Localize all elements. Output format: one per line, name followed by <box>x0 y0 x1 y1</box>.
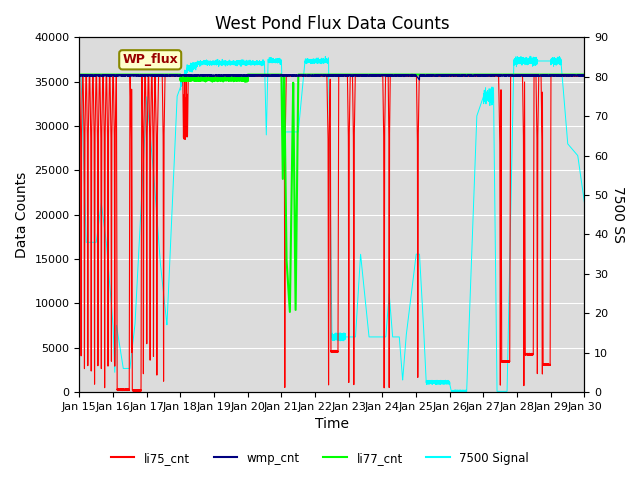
Y-axis label: Data Counts: Data Counts <box>15 172 29 258</box>
Y-axis label: 7500 SS: 7500 SS <box>611 186 625 243</box>
Text: WP_flux: WP_flux <box>122 53 178 66</box>
X-axis label: Time: Time <box>315 418 349 432</box>
Legend: li75_cnt, wmp_cnt, li77_cnt, 7500 Signal: li75_cnt, wmp_cnt, li77_cnt, 7500 Signal <box>106 447 534 469</box>
Title: West Pond Flux Data Counts: West Pond Flux Data Counts <box>214 15 449 33</box>
